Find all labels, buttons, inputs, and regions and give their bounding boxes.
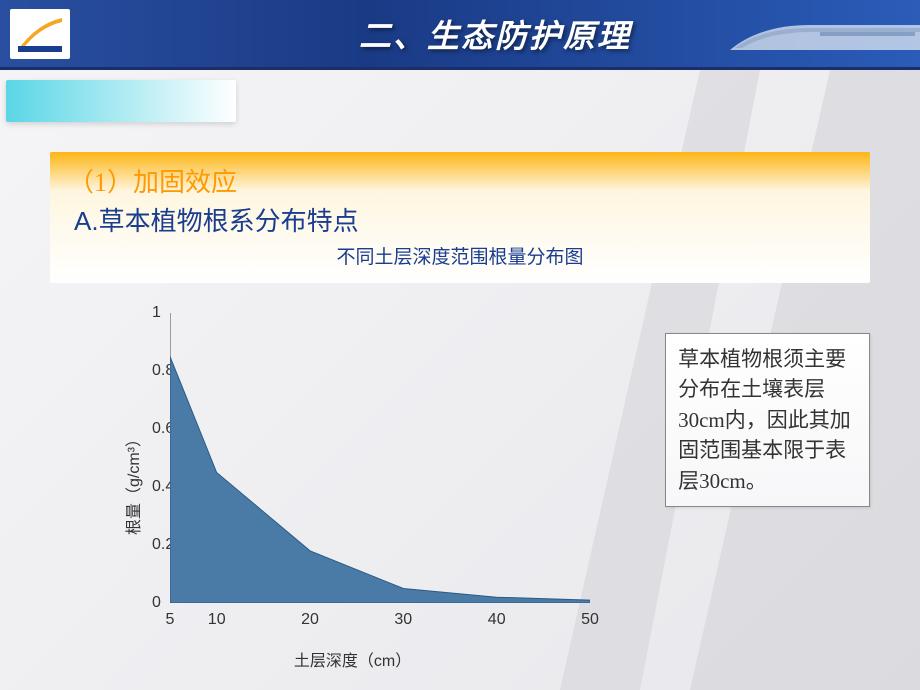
x-tick: 20 [301,611,319,629]
y-tick: 0 [152,594,161,612]
sub-tab [6,80,236,122]
train-graphic [720,10,920,60]
section-subtitle: A.草本植物根系分布特点 [74,201,852,238]
x-axis-label: 土层深度（cm） [294,647,411,671]
root-distribution-chart: 根量（g/cm³） 1 0.8 0.6 0.4 0.2 0 5 10 20 30… [90,303,615,663]
y-axis-label: 根量（g/cm³） [120,431,144,535]
x-tick: 50 [581,611,599,629]
x-tick: 30 [394,611,412,629]
x-tick: 5 [166,611,175,629]
annotation-box: 草本植物根须主要分布在土壤表层30cm内，因此其加固范围基本限于表层30cm。 [665,333,870,507]
x-tick: 40 [488,611,506,629]
logo [10,9,70,59]
chart-plot [170,313,590,603]
y-tick: 1 [152,304,161,322]
x-tick: 10 [208,611,226,629]
chart-caption: 不同土层深度范围根量分布图 [68,242,852,269]
section-number: （1）加固效应 [68,162,852,199]
section-box: （1）加固效应 A.草本植物根系分布特点 不同土层深度范围根量分布图 [50,152,870,283]
slide-header: 二、生态防护原理 [0,0,920,70]
